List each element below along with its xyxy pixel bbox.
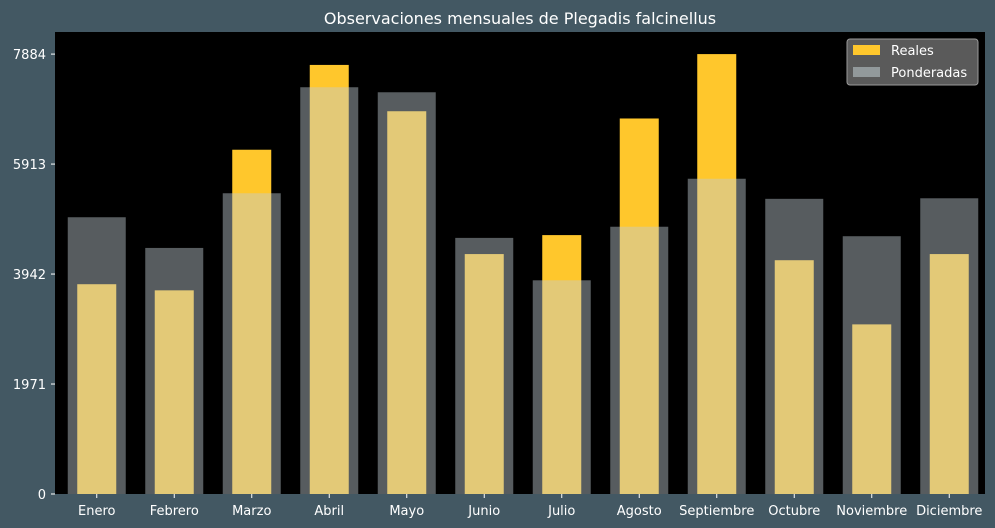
x-tick-label-octubre: Octubre [768, 504, 820, 519]
x-tick-label-marzo: Marzo [232, 504, 271, 519]
y-tick-label-0: 0 [38, 488, 46, 503]
y-axis: 0 1971 3942 5913 7884 [13, 48, 55, 503]
bar-ponderadas-noviembre [842, 236, 901, 494]
x-tick-label-noviembre: Noviembre [836, 504, 907, 519]
x-tick-label-diciembre: Diciembre [916, 504, 982, 519]
x-tick-label-mayo: Mayo [389, 504, 424, 519]
bar-reales-enero [77, 284, 117, 494]
bar-reales-julio [542, 235, 582, 495]
bars-group [67, 54, 979, 495]
y-tick-label-1971: 1971 [13, 378, 46, 393]
x-axis: Enero Febrero Marzo Abril Mayo Junio Julio Agos… [78, 494, 982, 519]
bar-reales-mayo [387, 111, 427, 495]
chart-title: Observaciones mensuales de Plegadis falc… [324, 9, 716, 28]
plot-area [55, 32, 985, 494]
x-tick-label-septiembre: Septiembre [679, 504, 754, 519]
bar-ponderadas-junio [455, 237, 514, 495]
x-tick-label-agosto: Agosto [617, 504, 662, 519]
bar-ponderadas-febrero [145, 247, 204, 494]
bar-reales-febrero [154, 290, 194, 494]
bar-reales-agosto [619, 118, 659, 494]
bar-reales-abril [309, 64, 349, 494]
legend: Reales Ponderadas [846, 38, 979, 86]
y-tick-label-3942: 3942 [13, 268, 46, 283]
bar-reales-junio [464, 254, 504, 494]
y-tick-label-7884: 7884 [13, 48, 46, 63]
bar-ponderadas-agosto [610, 226, 669, 495]
bar-ponderadas-mayo [377, 92, 436, 495]
y-tick-label-5913: 5913 [13, 158, 46, 173]
bar-reales-septiembre [697, 54, 737, 495]
bar-reales-octubre [774, 260, 814, 494]
legend-swatch-ponderadas [853, 67, 880, 77]
x-tick-label-enero: Enero [78, 504, 116, 519]
bar-reales-marzo [232, 149, 272, 495]
x-tick-label-abril: Abril [314, 504, 344, 519]
legend-label-ponderadas: Ponderadas [891, 66, 967, 81]
x-tick-label-febrero: Febrero [150, 504, 199, 519]
x-tick-label-julio: Julio [547, 504, 575, 519]
bar-ponderadas-septiembre [687, 178, 746, 494]
bar-ponderadas-julio [532, 280, 591, 494]
bar-ponderadas-octubre [765, 198, 824, 495]
bar-reales-noviembre [852, 324, 892, 494]
bar-ponderadas-abril [300, 87, 359, 494]
bar-reales-diciembre [929, 254, 969, 494]
bar-ponderadas-marzo [222, 193, 281, 495]
x-tick-label-junio: Junio [467, 504, 500, 519]
legend-swatch-reales [853, 45, 880, 55]
legend-label-reales: Reales [891, 44, 934, 59]
bar-ponderadas-enero [67, 217, 126, 494]
bar-ponderadas-diciembre [920, 198, 979, 494]
